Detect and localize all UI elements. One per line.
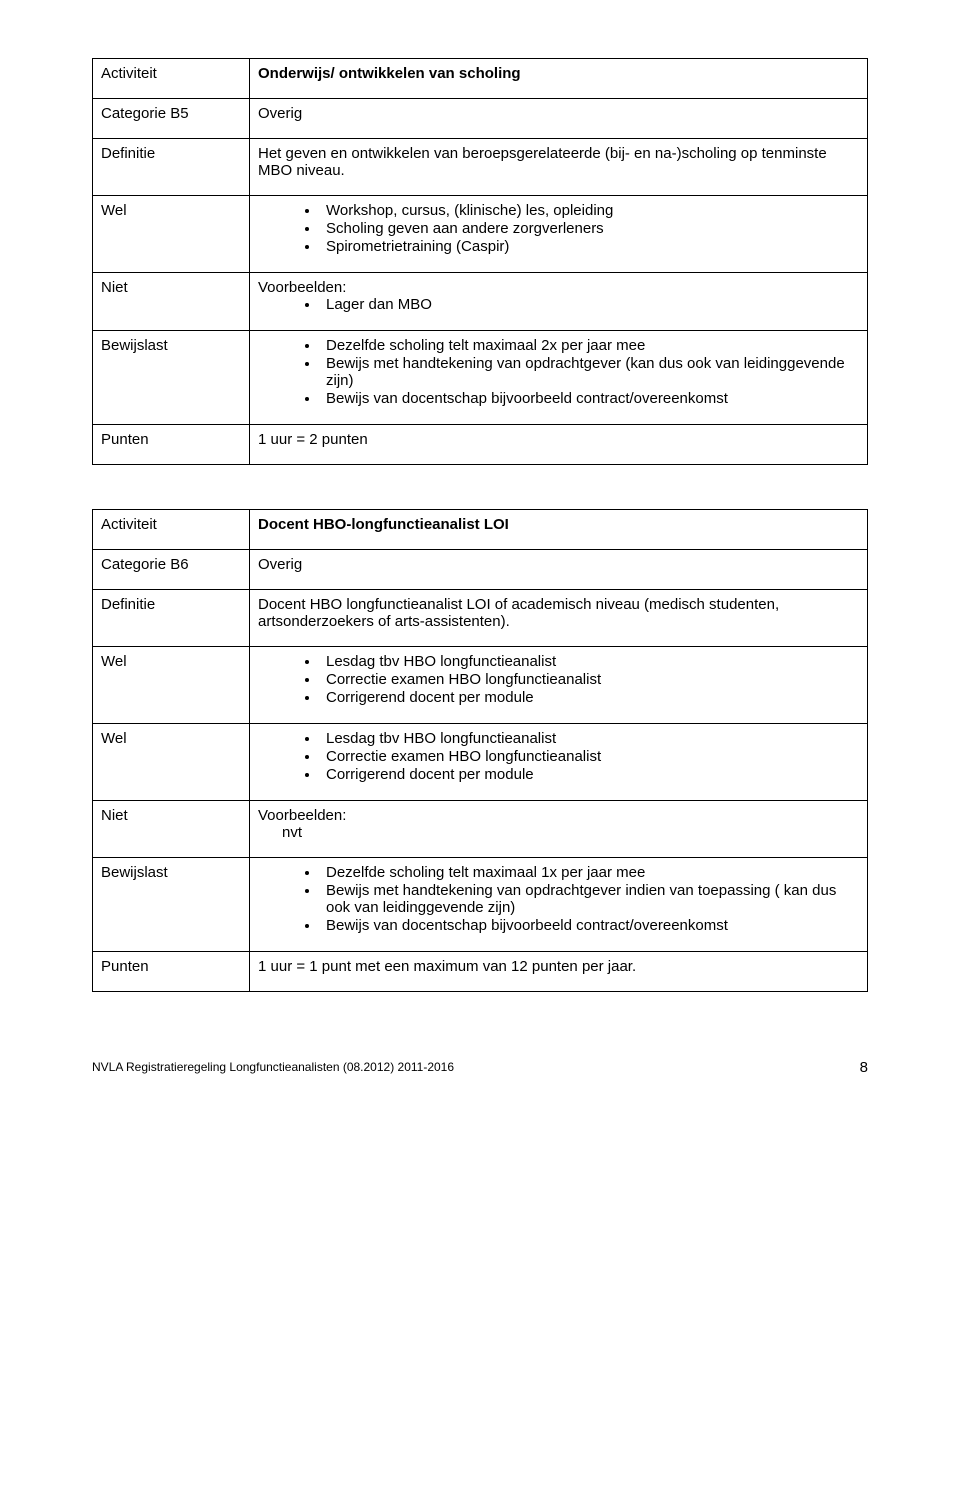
row-label: Niet — [93, 273, 250, 331]
row-value: 1 uur = 2 punten — [250, 425, 868, 465]
list-item: Scholing geven aan andere zorgverleners — [320, 220, 859, 237]
row-value: Het geven en ontwikkelen van beroepsgere… — [250, 139, 868, 196]
table-row: Niet Voorbeelden: nvt — [93, 801, 868, 858]
list-item: Bewijs met handtekening van opdrachtgeve… — [320, 355, 859, 389]
table-row: Bewijslast Dezelfde scholing telt maxima… — [93, 858, 868, 952]
table-row: Wel Lesdag tbv HBO longfunctieanalist Co… — [93, 647, 868, 724]
row-value: Overig — [250, 550, 868, 590]
list-item: Workshop, cursus, (klinische) les, oplei… — [320, 202, 859, 219]
list-item: Bewijs met handtekening van opdrachtgeve… — [320, 882, 859, 916]
list-item: Lesdag tbv HBO longfunctieanalist — [320, 730, 859, 747]
page-number: 8 — [860, 1059, 868, 1076]
list-item: Correctie examen HBO longfunctieanalist — [320, 671, 859, 688]
activity-table-b5: Activiteit Onderwijs/ ontwikkelen van sc… — [92, 58, 868, 465]
row-value: Dezelfde scholing telt maximaal 1x per j… — [250, 858, 868, 952]
row-label: Definitie — [93, 139, 250, 196]
table-row: Wel Workshop, cursus, (klinische) les, o… — [93, 196, 868, 273]
activity-table-b6: Activiteit Docent HBO-longfunctieanalist… — [92, 509, 868, 992]
table-row: Wel Lesdag tbv HBO longfunctieanalist Co… — [93, 724, 868, 801]
footer-text: NVLA Registratieregeling Longfunctieanal… — [92, 1060, 454, 1074]
table-row: Categorie B6 Overig — [93, 550, 868, 590]
row-value: 1 uur = 1 punt met een maximum van 12 pu… — [250, 952, 868, 992]
row-value: Docent HBO-longfunctieanalist LOI — [250, 510, 868, 550]
list-item: Corrigerend docent per module — [320, 689, 859, 706]
table-row: Definitie Het geven en ontwikkelen van b… — [93, 139, 868, 196]
row-label: Wel — [93, 196, 250, 273]
table-row: Categorie B5 Overig — [93, 99, 868, 139]
row-label: Categorie B5 — [93, 99, 250, 139]
table-row: Activiteit Docent HBO-longfunctieanalist… — [93, 510, 868, 550]
list-item: Bewijs van docentschap bijvoorbeeld cont… — [320, 917, 859, 934]
row-value: Dezelfde scholing telt maximaal 2x per j… — [250, 331, 868, 425]
row-value: Voorbeelden: Lager dan MBO — [250, 273, 868, 331]
table-row: Niet Voorbeelden: Lager dan MBO — [93, 273, 868, 331]
table-row: Definitie Docent HBO longfunctieanalist … — [93, 590, 868, 647]
row-label: Activiteit — [93, 510, 250, 550]
row-label: Definitie — [93, 590, 250, 647]
list-item: Corrigerend docent per module — [320, 766, 859, 783]
row-label: Bewijslast — [93, 331, 250, 425]
row-value: Onderwijs/ ontwikkelen van scholing — [250, 59, 868, 99]
row-value: Workshop, cursus, (klinische) les, oplei… — [250, 196, 868, 273]
list-item: Lager dan MBO — [320, 296, 859, 313]
row-label: Punten — [93, 952, 250, 992]
table-row: Bewijslast Dezelfde scholing telt maxima… — [93, 331, 868, 425]
list-item: Spirometrietraining (Caspir) — [320, 238, 859, 255]
examples-header: Voorbeelden: — [258, 279, 859, 296]
table-row: Punten 1 uur = 1 punt met een maximum va… — [93, 952, 868, 992]
list-item: Dezelfde scholing telt maximaal 2x per j… — [320, 337, 859, 354]
row-label: Wel — [93, 724, 250, 801]
row-value: Overig — [250, 99, 868, 139]
nvt-text: nvt — [282, 824, 859, 841]
row-label: Punten — [93, 425, 250, 465]
list-item: Correctie examen HBO longfunctieanalist — [320, 748, 859, 765]
row-value: Voorbeelden: nvt — [250, 801, 868, 858]
list-item: Lesdag tbv HBO longfunctieanalist — [320, 653, 859, 670]
row-value: Docent HBO longfunctieanalist LOI of aca… — [250, 590, 868, 647]
page-footer: NVLA Registratieregeling Longfunctieanal… — [92, 1060, 868, 1074]
row-label: Bewijslast — [93, 858, 250, 952]
row-value: Lesdag tbv HBO longfunctieanalist Correc… — [250, 647, 868, 724]
table-row: Activiteit Onderwijs/ ontwikkelen van sc… — [93, 59, 868, 99]
table-row: Punten 1 uur = 2 punten — [93, 425, 868, 465]
row-label: Activiteit — [93, 59, 250, 99]
examples-header: Voorbeelden: — [258, 807, 859, 824]
list-item: Dezelfde scholing telt maximaal 1x per j… — [320, 864, 859, 881]
row-label: Niet — [93, 801, 250, 858]
row-label: Wel — [93, 647, 250, 724]
list-item: Bewijs van docentschap bijvoorbeeld cont… — [320, 390, 859, 407]
row-label: Categorie B6 — [93, 550, 250, 590]
row-value: Lesdag tbv HBO longfunctieanalist Correc… — [250, 724, 868, 801]
